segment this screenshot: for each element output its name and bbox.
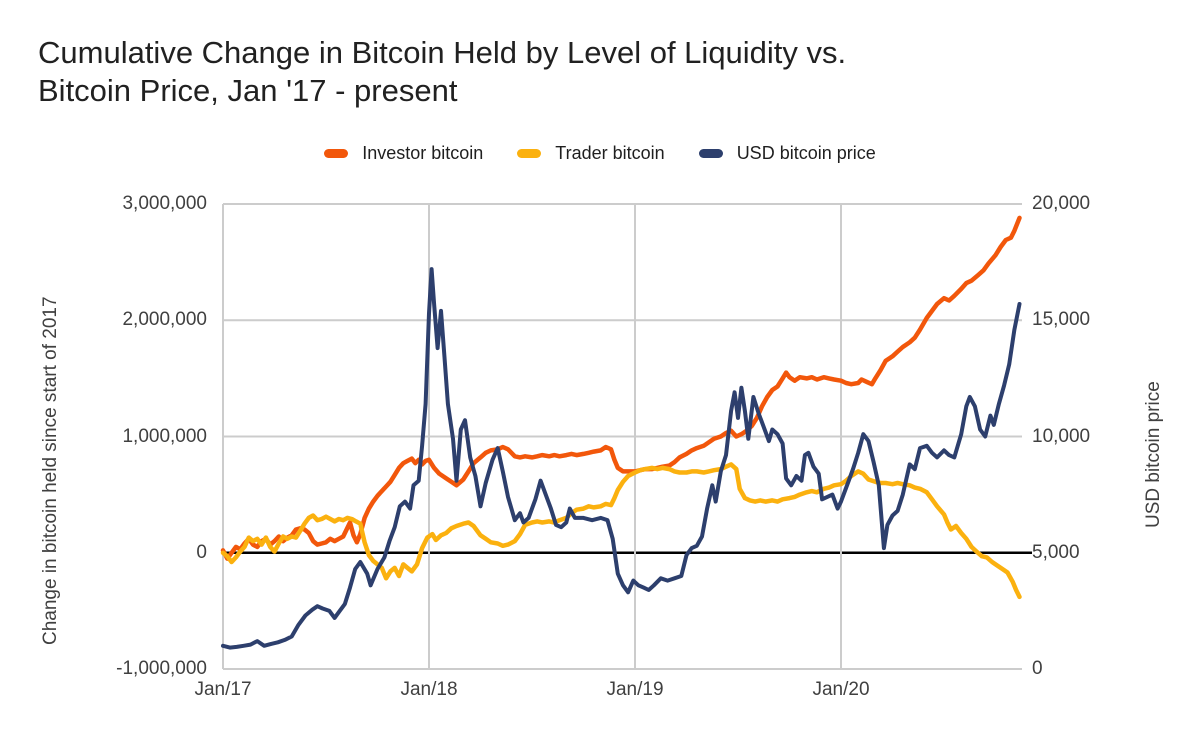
left-axis-tick-label: 3,000,000	[122, 193, 207, 214]
legend-item-usd-price: USD bitcoin price	[698, 142, 876, 164]
chart-title: Cumulative Change in Bitcoin Held by Lev…	[38, 34, 1158, 110]
chart-legend: Investor bitcoin Trader bitcoin USD bitc…	[0, 143, 1200, 163]
legend-label-investor: Investor bitcoin	[362, 142, 484, 163]
legend-swatch-investor-icon	[324, 148, 349, 158]
right-axis-title: USD bitcoin price	[1143, 381, 1164, 528]
legend-label-usd-price: USD bitcoin price	[736, 142, 876, 163]
right-axis-tick-label: 0	[1032, 658, 1043, 679]
series-line-investor-bitcoin	[220, 215, 1022, 561]
x-axis-tick-label: Jan/20	[812, 679, 870, 700]
left-axis-tick-label: 0	[196, 541, 207, 563]
x-axis-tick-label: Jan/19	[606, 679, 664, 700]
legend-swatch-trader-icon	[517, 148, 542, 158]
x-axis-tick-label: Jan/18	[400, 679, 458, 700]
x-axis-tick-label: Jan/17	[194, 679, 252, 700]
left-axis-tick-label: 2,000,000	[122, 309, 207, 331]
series-line-usd-bitcoin-price	[221, 267, 1022, 650]
legend-label-trader: Trader bitcoin	[555, 142, 665, 163]
right-axis-tick-label: 10,000	[1032, 425, 1091, 447]
right-axis-tick-label: 5,000	[1032, 541, 1080, 563]
left-axis-tick-label: -1,000,000	[116, 658, 207, 679]
left-axis-tick-label: 1,000,000	[122, 425, 207, 447]
right-axis-tick-label: 20,000	[1032, 193, 1091, 214]
chart-title-line1: Cumulative Change in Bitcoin Held by Lev…	[38, 35, 847, 70]
legend-item-investor-bitcoin: Investor bitcoin	[324, 143, 483, 164]
legend-item-trader-bitcoin: Trader bitcoin	[517, 142, 665, 164]
left-axis-title: Change in bitcoin held since start of 20…	[40, 296, 61, 645]
right-axis-tick-label: 15,000	[1032, 309, 1091, 331]
chart-title-line2: Bitcoin Price, Jan '17 - present	[38, 73, 458, 108]
series-line-trader-bitcoin	[220, 462, 1022, 600]
legend-swatch-usd-price-icon	[698, 148, 723, 158]
